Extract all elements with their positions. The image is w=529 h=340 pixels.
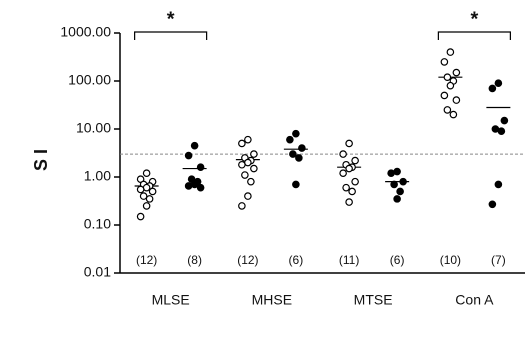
- filled-dot: [289, 150, 297, 158]
- filled-dot: [497, 127, 506, 135]
- open-dot: [342, 183, 350, 192]
- open-dot: [339, 150, 347, 158]
- y-tick-label: 0.01: [84, 264, 111, 280]
- count-label: (12): [136, 253, 157, 267]
- open-dot: [238, 202, 246, 210]
- open-dot: [446, 48, 455, 56]
- filled-dot: [286, 135, 294, 144]
- open-dot: [142, 169, 151, 177]
- y-tick-label: 100.00: [68, 72, 111, 88]
- open-dot: [339, 169, 347, 177]
- count-label: (6): [390, 253, 405, 267]
- open-dot: [452, 68, 461, 77]
- open-dot: [244, 135, 252, 144]
- filled-dot: [396, 187, 404, 196]
- y-tick-label: 1.00: [84, 168, 111, 184]
- filled-dot: [494, 79, 503, 87]
- filled-dot: [387, 169, 395, 177]
- filled-dot: [298, 144, 306, 152]
- open-dot: [345, 164, 353, 173]
- count-label: (8): [187, 253, 202, 267]
- open-dot: [351, 177, 359, 186]
- y-tick-label: 0.10: [84, 216, 111, 232]
- significance-label: *: [167, 8, 175, 30]
- significance-bracket: [437, 31, 511, 40]
- y-tick-label: 1000.00: [60, 24, 111, 40]
- filled-dot: [292, 180, 300, 189]
- filled-dot: [292, 129, 300, 138]
- open-dot: [446, 81, 455, 90]
- open-dot: [145, 195, 154, 203]
- filled-dot: [190, 141, 199, 150]
- x-tick-label: Con A: [455, 292, 494, 308]
- open-dot: [443, 73, 452, 81]
- x-tick-label: MHSE: [252, 292, 292, 308]
- x-tick-label: MTSE: [354, 292, 393, 308]
- open-dot: [345, 139, 353, 148]
- filled-dot: [190, 180, 199, 189]
- open-dot: [452, 96, 461, 104]
- count-label: (12): [237, 253, 258, 267]
- filled-dot: [500, 116, 509, 125]
- count-label: (7): [491, 253, 506, 267]
- y-tick-label: 10.00: [76, 120, 111, 136]
- open-dot: [345, 198, 353, 206]
- x-tick-label: MLSE: [152, 292, 190, 308]
- filled-dot: [488, 84, 497, 93]
- filled-dot: [196, 163, 205, 172]
- open-dot: [244, 192, 252, 200]
- filled-dot: [390, 180, 398, 189]
- filled-dot: [196, 183, 205, 192]
- filled-dot: [184, 182, 193, 190]
- filled-dot: [494, 180, 503, 189]
- open-dot: [250, 150, 258, 158]
- open-dot: [440, 91, 449, 100]
- count-label: (11): [339, 253, 359, 267]
- filled-dot: [184, 151, 193, 160]
- count-label: (10): [440, 253, 461, 267]
- open-dot: [238, 160, 246, 169]
- filled-dot: [393, 167, 401, 176]
- open-dot: [351, 156, 359, 165]
- filled-dot: [393, 195, 401, 203]
- open-dot: [440, 58, 449, 66]
- significance-bracket: [134, 31, 208, 40]
- open-dot: [443, 106, 452, 114]
- open-dot: [250, 164, 258, 173]
- open-dot: [449, 110, 458, 119]
- open-dot: [136, 212, 145, 221]
- count-label: (6): [289, 253, 304, 267]
- y-axis-label: S I: [31, 149, 51, 171]
- open-dot: [247, 177, 255, 186]
- open-dot: [148, 187, 157, 196]
- open-dot: [136, 185, 145, 194]
- open-dot: [142, 202, 151, 210]
- filled-dot: [488, 200, 497, 209]
- open-dot: [348, 187, 356, 196]
- open-dot: [241, 171, 249, 179]
- open-dot: [139, 192, 148, 200]
- filled-dot: [295, 154, 303, 162]
- significance-label: *: [470, 8, 478, 30]
- open-dot: [238, 139, 246, 148]
- filled-dot: [399, 177, 407, 186]
